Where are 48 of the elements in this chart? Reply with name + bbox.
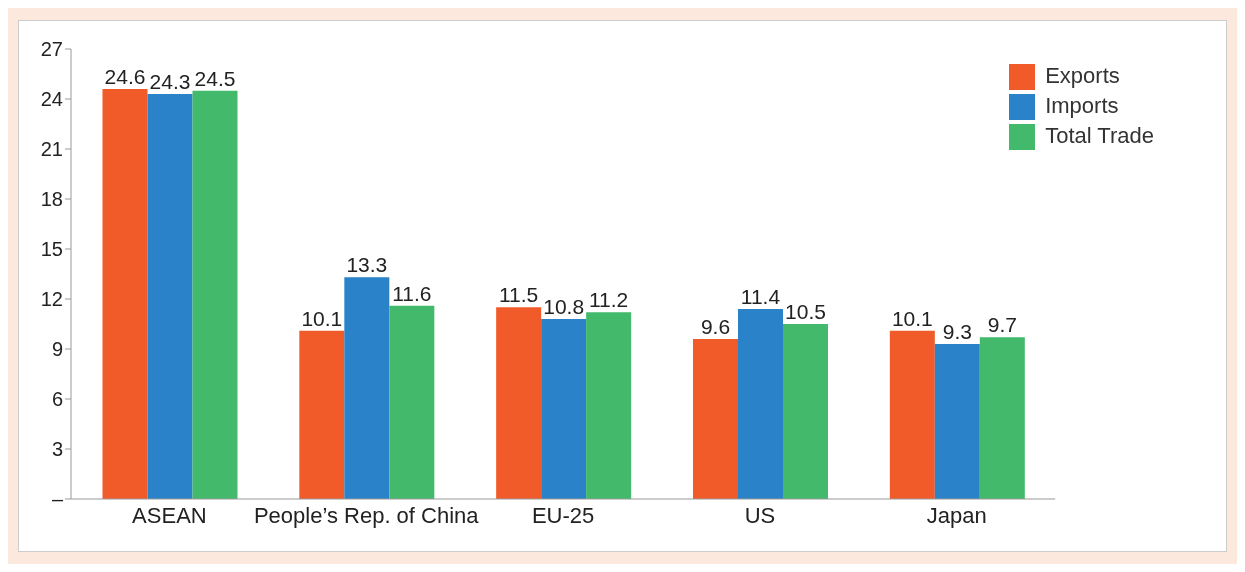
bar [147,94,193,499]
bar [389,305,435,499]
data-label: 11.4 [740,285,781,308]
bar [934,344,980,499]
data-label: 9.7 [987,313,1017,337]
bar [344,277,390,499]
bar [586,312,632,499]
data-label: 10.1 [301,306,343,330]
data-label: 10.1 [891,306,933,330]
bar [299,330,345,499]
legend-label: Imports [1045,93,1119,118]
y-tick-label: 9 [51,338,63,361]
y-tick-label: 18 [40,188,63,211]
x-tick-label: EU-25 [531,502,595,528]
legend-label: Exports [1045,63,1120,88]
x-tick-label: People’s Rep. of China [253,502,480,528]
bar [979,337,1025,499]
bar [541,319,587,499]
data-label: 11.2 [588,288,629,312]
data-label: 24.6 [104,65,146,88]
bar [192,90,238,499]
bar [782,324,828,499]
data-label: 10.5 [785,300,826,323]
bar [889,330,935,499]
y-tick-label: 15 [40,238,63,261]
data-label: 13.3 [346,253,388,277]
bar [102,89,148,499]
data-label: 24.5 [194,66,236,90]
data-label: 11.6 [392,281,432,305]
y-tick-label: 21 [40,138,63,161]
data-label: 24.3 [149,70,191,93]
legend-label: Total Trade [1045,123,1154,148]
y-tick-label: – [51,488,64,511]
x-tick-label: Japan [926,502,987,528]
data-label: 10.8 [543,295,585,318]
y-tick-label: 24 [40,88,63,111]
y-tick-label: 12 [40,288,63,311]
data-label: 9.3 [942,320,972,343]
bar [737,309,783,499]
x-tick-label: US [744,502,776,528]
y-tick-label: 27 [40,38,63,61]
y-tick-label: 6 [51,388,63,411]
bar [496,307,542,499]
data-label: 9.6 [700,315,731,338]
x-tick-label: ASEAN [132,502,207,528]
bar [692,339,738,499]
data-label: 11.5 [498,283,539,307]
y-tick-label: 3 [51,438,63,461]
